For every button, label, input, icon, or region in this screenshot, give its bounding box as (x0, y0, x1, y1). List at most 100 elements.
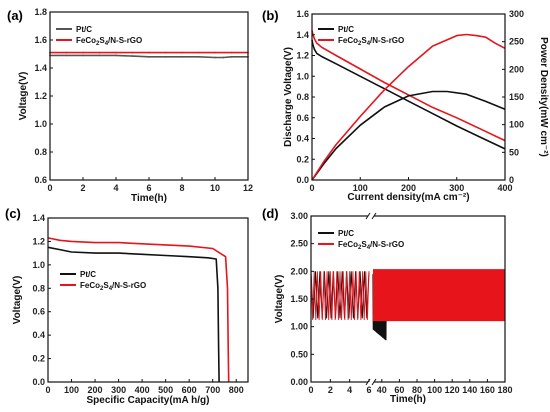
x-axis-label: Time(h) (390, 394, 426, 405)
x-tick-label: 0 (45, 385, 50, 395)
y-tick-label: 0.6 (34, 175, 47, 185)
data-point (131, 51, 134, 54)
panel-label: (d) (262, 206, 279, 221)
data-point (214, 56, 216, 59)
x-axis-label: Current density(mA cm⁻²) (347, 192, 469, 203)
y-tick-label: 1.4 (32, 213, 45, 223)
legend-entry: Pt/C (76, 25, 92, 34)
data-point (181, 55, 183, 58)
y-right-tick-label: 300 (509, 9, 524, 19)
data-point (164, 51, 167, 54)
y-tick-label: 1.2 (296, 51, 309, 61)
y-axis-label: Voltage(V) (18, 72, 29, 121)
y-tick-label: 0.0 (296, 175, 309, 185)
y-tick-label: 0.6 (296, 113, 309, 123)
legend-entry: Pt/C (80, 270, 96, 279)
y-tick-label: 1.0 (32, 260, 45, 270)
panel-d: 0 2 4 6 40 60 80 100 120 140 160 180 0.00 0.50 1.00 1.5… (262, 206, 513, 405)
axis-break-mark (371, 212, 377, 220)
x-tick-label: 140 (462, 385, 477, 395)
x-tick-label: 300 (111, 385, 126, 395)
y-tick-label: 0.6 (32, 307, 45, 317)
legend-entry: FeCo2S4/N-S-rGO (338, 36, 404, 47)
legend-entry: Pt/C (338, 229, 354, 238)
power-density-curve (311, 90, 506, 181)
data-point (65, 51, 68, 54)
y-tick-label: 1.50 (290, 294, 308, 304)
data-point (148, 51, 150, 54)
x-tick-label: 12 (243, 183, 253, 193)
x-axis-label: Time(h) (131, 193, 167, 204)
y-tick-label: 1.6 (34, 35, 47, 45)
x-tick-label: 10 (210, 183, 220, 193)
y-tick-label: 1.4 (34, 63, 47, 73)
axis-break-mark (365, 212, 371, 220)
data-point (164, 55, 167, 58)
y-tick-label: 0.2 (296, 154, 309, 164)
y-tick-label: 1.0 (296, 71, 309, 81)
y-right-tick-label: 250 (509, 37, 524, 47)
data-point (230, 51, 233, 54)
x-tick-label: 2 (80, 183, 85, 193)
y-tick-label: 0.50 (290, 349, 308, 359)
y-tick-label: 1.4 (296, 30, 309, 40)
feco2s4-cycling-trace (310, 271, 370, 321)
y-axis-label: Discharge Voltage(V) (283, 47, 294, 147)
data-point (115, 54, 117, 57)
data-point (214, 51, 216, 54)
x-tick-label: 100 (64, 385, 79, 395)
x-axis-label: Specific Capacity(mA h/g) (87, 395, 210, 406)
legend-entry: FeCo2S4/N-S-rGO (80, 281, 146, 292)
data-point (197, 51, 200, 54)
power-density-curve (311, 33, 506, 181)
y-tick-label: 0.4 (32, 330, 45, 340)
y-tick-label: 0.4 (296, 134, 309, 144)
y-tick-label: 2.00 (290, 266, 308, 276)
y-axis-label: Voltage(V) (274, 275, 285, 324)
discharge-curve (47, 237, 230, 383)
x-tick-label: 2 (328, 385, 333, 395)
y-axis-label: Voltage(V) (12, 276, 23, 325)
x-tick-label: 500 (158, 385, 173, 395)
x-tick-label: 8 (179, 183, 184, 193)
data-point (98, 54, 101, 57)
y-tick-label: 1.2 (34, 91, 47, 101)
y-tick-label: 1.00 (290, 322, 308, 332)
y-tick-label: 0.2 (32, 354, 45, 364)
x-tick-label: 0 (308, 385, 313, 395)
x-tick-label: 100 (353, 183, 368, 193)
panel-c: 0 100 200 300 400 500 600 700 800 0.0 0.2 0.4 0.6 0.8… (5, 206, 249, 406)
x-tick-label: 6 (146, 183, 151, 193)
x-tick-label: 700 (205, 385, 220, 395)
x-tick-label: 400 (135, 385, 150, 395)
x-tick-label: 800 (229, 385, 244, 395)
panel-label: (b) (262, 8, 279, 23)
panel-label: (c) (5, 206, 21, 221)
data-point (131, 55, 134, 57)
y-tick-label: 1.8 (34, 7, 47, 17)
data-point (82, 51, 84, 54)
y-tick-label: 0.00 (290, 377, 308, 387)
x-tick-label: 300 (449, 183, 464, 193)
panel-a: 0 2 4 6 8 10 12 0.6 0.8 1.0 1.2 1.4 1.6 1.8 Pt/C FeCo2S… (7, 7, 253, 204)
y-tick-label: 0.8 (296, 92, 309, 102)
plot-frame (47, 217, 249, 383)
x-tick-label: 100 (427, 385, 442, 395)
y-right-tick-label: 100 (509, 120, 524, 130)
panel-label: (a) (7, 8, 23, 23)
legend-entry: Pt/C (338, 25, 354, 34)
legend-entry: FeCo2S4/N-S-rGO (338, 240, 404, 251)
x-tick-label: 200 (88, 385, 103, 395)
pt-c-cycling-trace (310, 271, 370, 319)
y-right-tick-label: 0 (509, 175, 514, 185)
y-tick-label: 1.6 (296, 9, 309, 19)
data-point (65, 54, 68, 57)
x-tick-label: 0 (47, 183, 52, 193)
x-tick-label: 60 (394, 385, 404, 395)
x-tick-label: 80 (412, 385, 422, 395)
x-tick-label: 600 (182, 385, 197, 395)
discharge-voltage-curve (311, 39, 506, 150)
x-tick-label: 120 (445, 385, 460, 395)
legend-entry: FeCo2S4/N-S-rGO (76, 36, 142, 47)
